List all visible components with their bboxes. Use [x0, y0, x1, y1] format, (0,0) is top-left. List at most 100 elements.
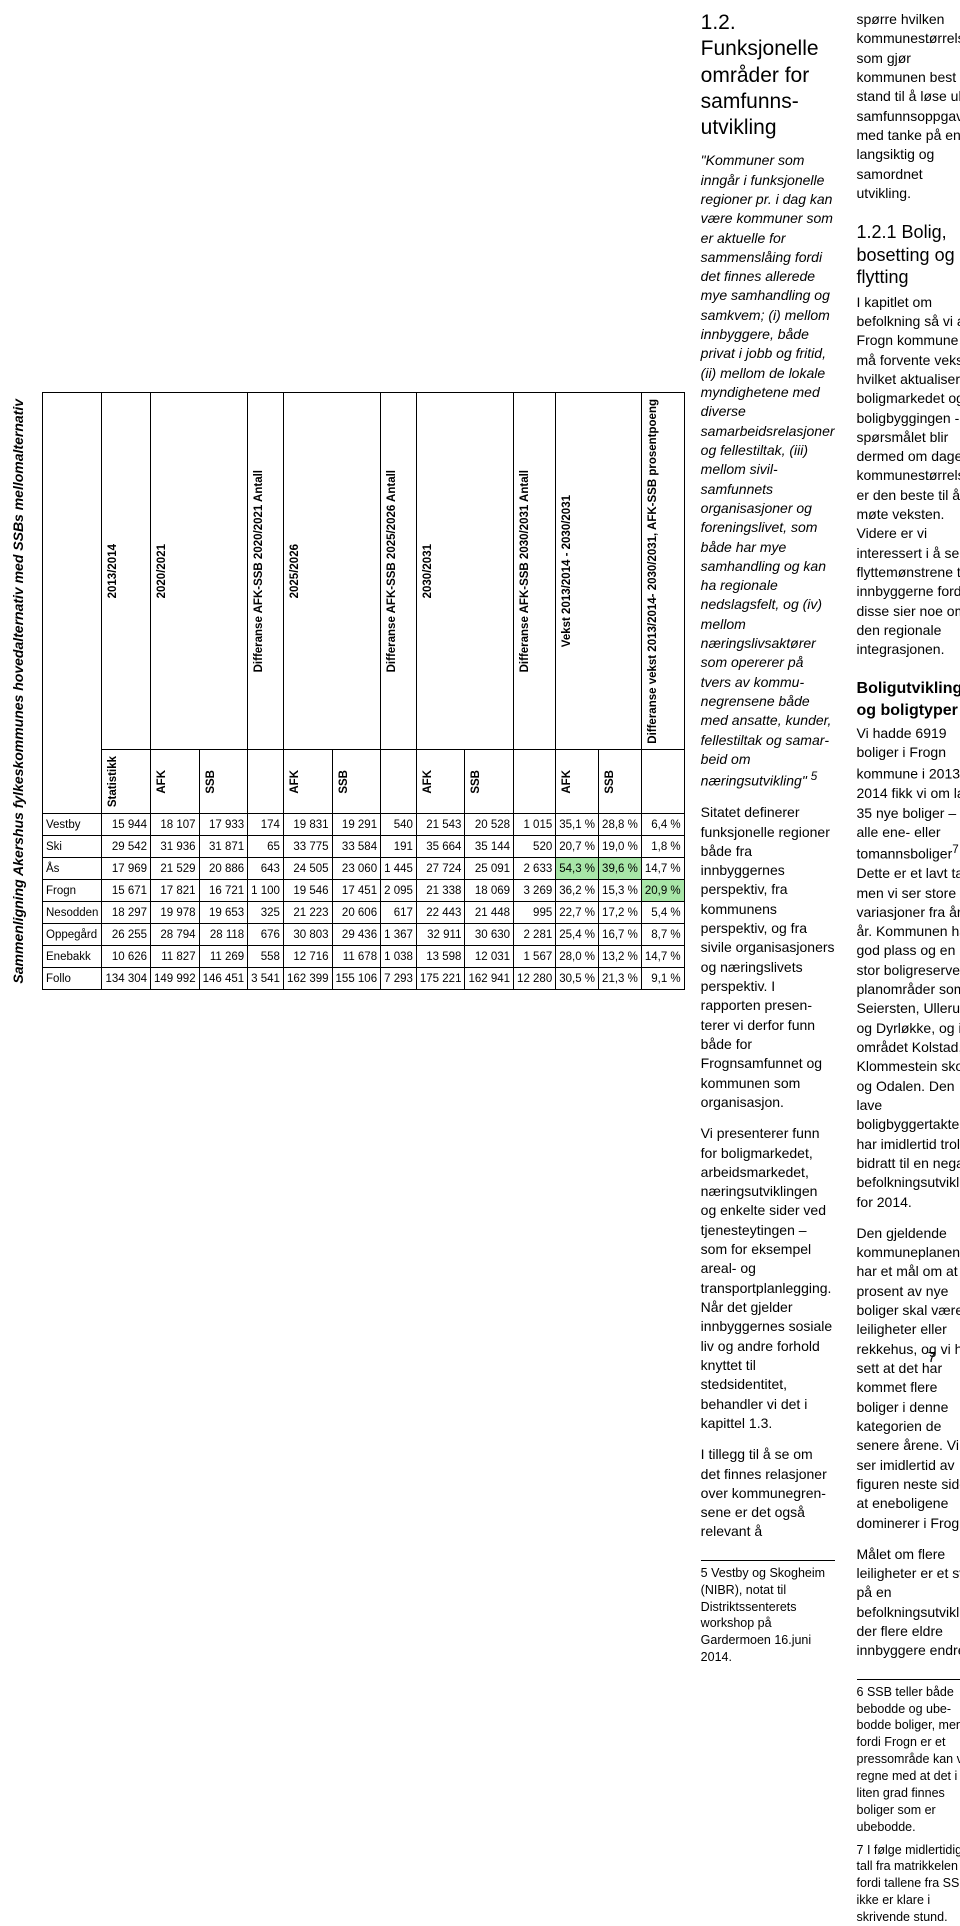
sub-header: AFK — [283, 750, 332, 814]
table-cell: 21 543 — [416, 814, 465, 836]
table-cell: 7 293 — [381, 968, 417, 990]
quote-text: "Kommuner som inngår i funksjonelle regi… — [701, 152, 835, 789]
table-cell: 2 281 — [514, 924, 556, 946]
table-cell: 21 223 — [283, 902, 332, 924]
table-cell: 19 653 — [199, 902, 248, 924]
table-cell: 162 399 — [283, 968, 332, 990]
table-cell: 21 338 — [416, 880, 465, 902]
table-cell: 20 886 — [199, 858, 248, 880]
table-cell: 11 678 — [332, 946, 381, 968]
comparison-table-wrap: 2013/20142020/2021 Differanse AFK-SSB 202… — [42, 10, 685, 1372]
para-c1-4: I tillegg til å se om det finnes relasjo… — [701, 1445, 835, 1542]
table-cell: 27 724 — [416, 858, 465, 880]
table-cell: 25 091 — [465, 858, 514, 880]
group-header: 2013/2014 — [102, 392, 151, 750]
side-caption: Sammenligning Akershus fylkeskommunes ho… — [10, 395, 26, 988]
table-cell: 162 941 — [465, 968, 514, 990]
group-header: Differanse AFK-SSB 2025/2026 Antall — [381, 392, 417, 750]
table-cell: 12 280 — [514, 968, 556, 990]
table-cell: 23 060 — [332, 858, 381, 880]
para-c1-3: Vi presenterer funn for bolig­markedet, … — [701, 1124, 835, 1433]
table-cell: 19 291 — [332, 814, 381, 836]
table-cell: 1,8 % — [641, 836, 684, 858]
table-cell: 31 936 — [151, 836, 200, 858]
footnote-6: 6 SSB teller både bebodde og ube­bodde b… — [857, 1679, 960, 1836]
table-cell: 35,1 % — [556, 814, 599, 836]
table-cell: 995 — [514, 902, 556, 924]
table-cell: 18 069 — [465, 880, 514, 902]
group-header: 2030/2031 — [416, 392, 513, 750]
table-corner — [43, 392, 102, 814]
table-cell: 17,2 % — [599, 902, 642, 924]
table-cell: 174 — [248, 814, 284, 836]
table-cell: 33 775 — [283, 836, 332, 858]
table-cell: 15 671 — [102, 880, 151, 902]
sub-header: AFK — [151, 750, 200, 814]
table-cell: 18 297 — [102, 902, 151, 924]
table-cell: 33 584 — [332, 836, 381, 858]
table-cell: 325 — [248, 902, 284, 924]
table-cell: 32 911 — [416, 924, 465, 946]
table-row: Enebakk10 62611 82711 26955812 71611 678… — [43, 946, 685, 968]
table-cell: 617 — [381, 902, 417, 924]
table-cell: 1 038 — [381, 946, 417, 968]
table-cell: 22,7 % — [556, 902, 599, 924]
table-cell: 31 871 — [199, 836, 248, 858]
subheading-121: 1.2.1 Bolig, bosetting og flytting — [857, 221, 960, 289]
table-row: Nesodden18 29719 97819 65332521 22320 60… — [43, 902, 685, 924]
quote-para: "Kommuner som inngår i funksjonelle regi… — [701, 151, 835, 791]
text-column-1: 1.2. Funksjonelle områder for samfunns­u… — [701, 10, 835, 1372]
table-cell: 14,7 % — [641, 858, 684, 880]
table-cell: 540 — [381, 814, 417, 836]
table-cell: 65 — [248, 836, 284, 858]
table-cell: 30,5 % — [556, 968, 599, 990]
row-label: Oppegård — [43, 924, 102, 946]
table-cell: 520 — [514, 836, 556, 858]
table-cell: 14,7 % — [641, 946, 684, 968]
table-cell: 5,4 % — [641, 902, 684, 924]
sub-header: SSB — [199, 750, 248, 814]
table-row: Ski29 54231 93631 8716533 77533 58419135… — [43, 836, 685, 858]
table-cell: 10 626 — [102, 946, 151, 968]
table-cell: 2 095 — [381, 880, 417, 902]
row-label: Vestby — [43, 814, 102, 836]
sub-header — [248, 750, 284, 814]
row-label: Enebakk — [43, 946, 102, 968]
table-cell: 12 716 — [283, 946, 332, 968]
text-column-2: spørre hvilken kommunestørrelse som gjør… — [857, 10, 960, 1372]
table-cell: 18 107 — [151, 814, 200, 836]
table-cell: 19 978 — [151, 902, 200, 924]
sub-header: SSB — [465, 750, 514, 814]
table-cell: 17 821 — [151, 880, 200, 902]
table-cell: 21,3 % — [599, 968, 642, 990]
table-cell: 28 118 — [199, 924, 248, 946]
table-cell: 20,9 % — [641, 880, 684, 902]
table-cell: 3 541 — [248, 968, 284, 990]
para-c2-1: spørre hvilken kommunestørrelse som gjør… — [857, 10, 960, 203]
table-cell: 19,0 % — [599, 836, 642, 858]
table-cell: 19 546 — [283, 880, 332, 902]
table-cell: 676 — [248, 924, 284, 946]
group-header: 2020/2021 — [151, 392, 248, 750]
table-cell: 30 803 — [283, 924, 332, 946]
table-cell: 20 606 — [332, 902, 381, 924]
group-header: Vekst 2013/2014 - 2030/2031 — [556, 392, 642, 750]
row-label: Ski — [43, 836, 102, 858]
sub-header: Statistikk — [102, 750, 151, 814]
table-cell: 8,7 % — [641, 924, 684, 946]
table-cell: 17 451 — [332, 880, 381, 902]
table-cell: 28,0 % — [556, 946, 599, 968]
table-cell: 643 — [248, 858, 284, 880]
page-number: 7 — [928, 1349, 936, 1366]
sub-header: SSB — [332, 750, 381, 814]
group-header: Differanse AFK-SSB 2030/2031 Antall — [514, 392, 556, 750]
table-cell: 16 721 — [199, 880, 248, 902]
table-cell: 36,2 % — [556, 880, 599, 902]
table-cell: 13,2 % — [599, 946, 642, 968]
table-row: Vestby15 94418 10717 93317419 83119 2915… — [43, 814, 685, 836]
sub-header: AFK — [556, 750, 599, 814]
table-cell: 558 — [248, 946, 284, 968]
p3a: Vi hadde 6919 boliger i Frogn kommune i … — [857, 725, 960, 782]
row-label: Ås — [43, 858, 102, 880]
table-cell: 20,7 % — [556, 836, 599, 858]
